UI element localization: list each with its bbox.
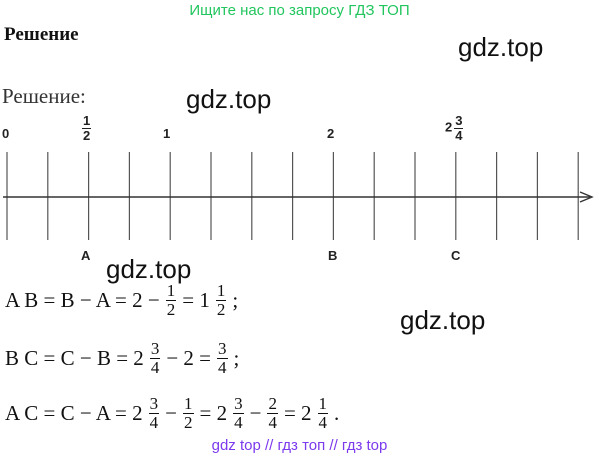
tick-label: 2 bbox=[327, 126, 335, 141]
denominator: 4 bbox=[268, 412, 277, 432]
denominator: 4 bbox=[149, 412, 159, 432]
numerator: 1 bbox=[215, 281, 227, 301]
solution-label: Решение: bbox=[2, 84, 86, 108]
equation-text: = 1 bbox=[182, 287, 210, 312]
denominator: 4 bbox=[318, 412, 328, 432]
numerator: 3 bbox=[149, 339, 161, 359]
equation-text: . bbox=[334, 400, 340, 425]
heading: Решение bbox=[4, 24, 79, 45]
number-line bbox=[3, 152, 594, 240]
watermark: gdz.top bbox=[186, 84, 272, 114]
equation: A B = B − A = 2 −1 2 = 1 1 2; bbox=[5, 282, 238, 319]
equation: B C = C − B = 2 3 4− 2 = 3 4; bbox=[5, 340, 239, 377]
denominator: 4 bbox=[218, 357, 227, 377]
equation-text: B C = C − B = 2 bbox=[5, 345, 144, 370]
numerator: 3 bbox=[233, 394, 244, 414]
watermark: gdz.top bbox=[106, 254, 192, 284]
equation-text: = 2 bbox=[199, 400, 228, 425]
equation-text: A B = B − A = 2 − bbox=[5, 287, 160, 312]
equation-text: − bbox=[249, 400, 262, 425]
denominator: 2 bbox=[216, 299, 226, 319]
numerator: 3 bbox=[148, 394, 160, 414]
tick-label: 0 bbox=[2, 126, 10, 141]
arrow bbox=[579, 191, 594, 203]
equation-text: − 2 = bbox=[166, 345, 211, 370]
watermark: gdz.top bbox=[400, 305, 486, 335]
numerator: 2 bbox=[267, 394, 278, 414]
point-label: C bbox=[451, 248, 461, 263]
watermark: gdz.top bbox=[458, 32, 544, 62]
denominator: 2 bbox=[166, 299, 176, 319]
point-label: B bbox=[328, 248, 338, 263]
equation-text: ; bbox=[233, 345, 240, 370]
equation-text: = 2 bbox=[283, 400, 312, 425]
footer: gdz top // гдз топ // гдз top bbox=[211, 437, 388, 454]
point-label: A bbox=[81, 248, 91, 263]
banner: Ищите нас по запросу ГДЗ ТОП bbox=[189, 2, 410, 19]
equation-text: ; bbox=[232, 287, 239, 312]
equation-text: − bbox=[165, 400, 177, 425]
denominator: 2 bbox=[184, 412, 193, 432]
tick-label: 1 bbox=[163, 126, 171, 141]
numerator: 3 bbox=[217, 339, 228, 359]
numerator: 1 bbox=[165, 281, 177, 301]
numerator: 1 bbox=[183, 394, 194, 414]
equation-text: A C = C − A = 2 bbox=[5, 400, 143, 425]
denominator: 4 bbox=[150, 357, 160, 377]
denominator: 4 bbox=[234, 412, 243, 432]
numerator: 1 bbox=[317, 394, 329, 414]
